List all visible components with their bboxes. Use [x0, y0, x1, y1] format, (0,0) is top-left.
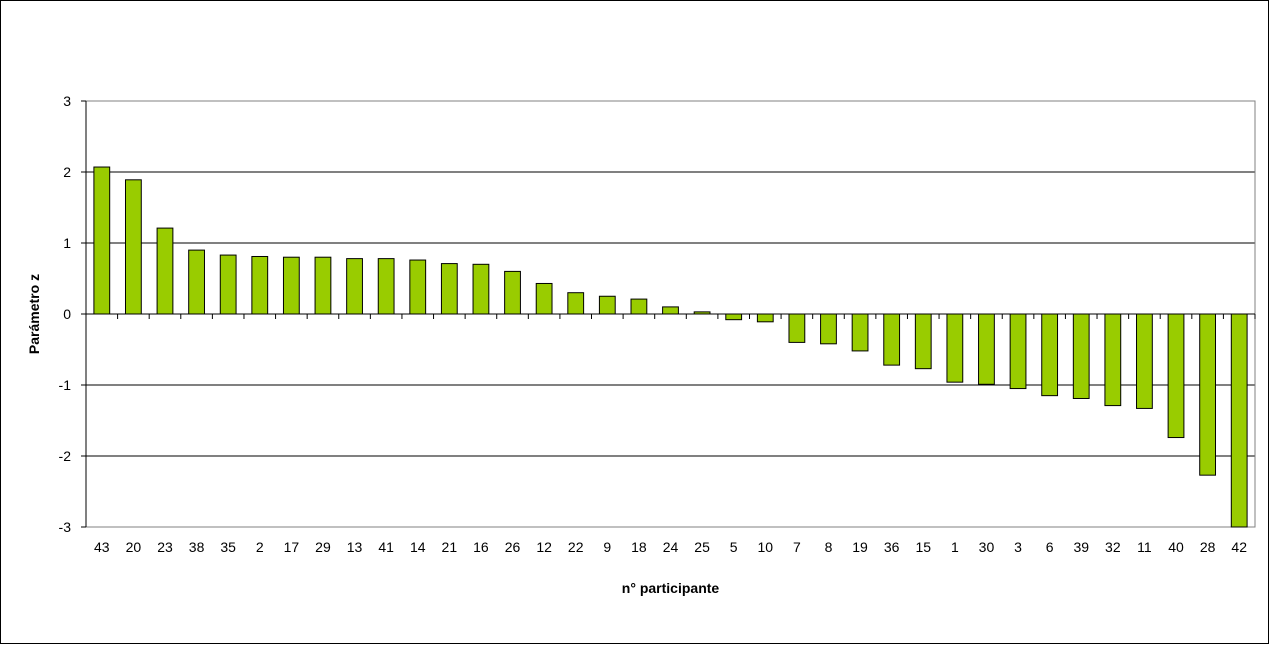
- bar: [630, 298, 648, 315]
- x-tick-label: 26: [505, 539, 521, 555]
- x-tick-label: 40: [1168, 539, 1184, 555]
- bar: [409, 259, 427, 315]
- x-tick-label: 16: [473, 539, 489, 555]
- x-tick-label: 7: [793, 539, 801, 555]
- x-tick-label: 6: [1046, 539, 1054, 555]
- y-tick-label: 3: [63, 93, 71, 109]
- bar: [1041, 313, 1059, 397]
- x-tick-label: 42: [1231, 539, 1247, 555]
- x-tick-label: 29: [315, 539, 331, 555]
- x-tick-label: 1: [951, 539, 959, 555]
- bar: [346, 258, 363, 315]
- x-tick-label: 12: [536, 539, 552, 555]
- bar: [1009, 313, 1027, 390]
- x-tick-label: 17: [284, 539, 300, 555]
- bar: [251, 255, 269, 315]
- bar: [1136, 313, 1153, 409]
- y-tick-label: 2: [63, 164, 71, 180]
- bar: [820, 313, 837, 345]
- x-tick-label: 36: [884, 539, 900, 555]
- bar: [472, 263, 490, 315]
- bar: [725, 313, 743, 321]
- x-tick-label: 28: [1200, 539, 1216, 555]
- x-tick-label: 39: [1073, 539, 1089, 555]
- bar: [946, 313, 964, 383]
- x-tick-label: 11: [1137, 539, 1152, 555]
- bar: [314, 256, 332, 315]
- bar: [282, 256, 300, 315]
- x-tick-label: 10: [757, 539, 773, 555]
- bar: [662, 306, 679, 315]
- x-tick-label: 21: [442, 539, 458, 555]
- x-axis-title: n° participante: [622, 580, 720, 596]
- y-tick-label: -1: [59, 377, 72, 393]
- bar: [440, 263, 458, 315]
- bar: [188, 249, 205, 315]
- bar: [156, 227, 174, 315]
- bar: [504, 270, 521, 315]
- x-tick-label: 19: [852, 539, 868, 555]
- x-tick-label: 25: [694, 539, 710, 555]
- y-tick-label: 0: [63, 306, 71, 322]
- x-tick-label: 23: [157, 539, 173, 555]
- bar: [756, 313, 774, 323]
- bar: [219, 254, 237, 315]
- bar: [1230, 313, 1248, 528]
- x-tick-label: 3: [1014, 539, 1022, 555]
- x-tick-label: 2: [256, 539, 264, 555]
- y-tick-labels: 3 2 1 0 -1 -2 -3: [59, 93, 72, 535]
- x-tick-label: 13: [347, 539, 363, 555]
- bar: [535, 282, 553, 315]
- bar: [377, 258, 395, 315]
- bar: [1167, 313, 1185, 439]
- x-tick-label: 14: [410, 539, 426, 555]
- x-tick-label: 35: [220, 539, 236, 555]
- x-tick-label: 5: [730, 539, 738, 555]
- x-tick-label: 24: [663, 539, 679, 555]
- bar: [978, 313, 995, 385]
- x-tick-label: 41: [378, 539, 394, 555]
- x-tick-label: 9: [603, 539, 611, 555]
- x-tick-label: 38: [189, 539, 205, 555]
- bar: [883, 313, 901, 366]
- x-tick-label: 15: [915, 539, 931, 555]
- y-axis-title: Parámetro z: [26, 274, 42, 354]
- x-tick-label: 43: [94, 539, 110, 555]
- bar: [124, 179, 142, 315]
- x-tick-label: 30: [979, 539, 995, 555]
- bar: [1199, 313, 1217, 476]
- x-tick-label: 22: [568, 539, 584, 555]
- y-tick-label: -2: [59, 448, 72, 464]
- bar: [914, 313, 932, 370]
- x-tick-label: 20: [126, 539, 142, 555]
- y-tick-label: -3: [59, 519, 72, 535]
- y-tick-label: 1: [63, 235, 71, 251]
- x-tick-label: 18: [631, 539, 647, 555]
- bar: [1104, 313, 1122, 407]
- x-tick-label: 32: [1105, 539, 1121, 555]
- axes: [81, 100, 1256, 528]
- bar: [567, 292, 585, 315]
- x-tick-label: 8: [825, 539, 833, 555]
- x-tick-labels: 43 20 23 38 35 2 17 29 13 41 14 21 16 26 12 22 9 18 24 25 5 1…: [94, 539, 1247, 555]
- bar: [788, 313, 806, 343]
- bar: [851, 313, 869, 352]
- bar: [93, 166, 111, 315]
- bars: [93, 166, 1248, 528]
- bar: [598, 295, 616, 315]
- bar: [1072, 313, 1090, 399]
